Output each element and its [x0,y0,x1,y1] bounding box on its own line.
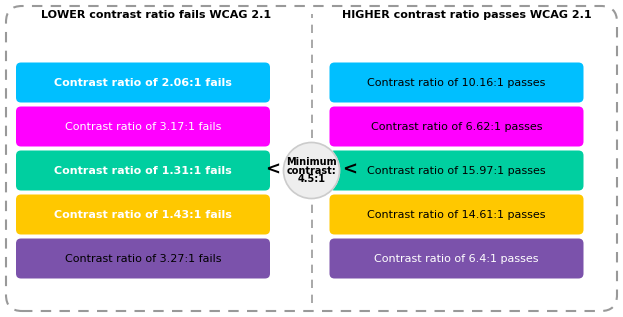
Text: Contrast ratio of 15.97:1 passes: Contrast ratio of 15.97:1 passes [367,165,546,176]
Text: contrast:: contrast: [287,165,336,176]
FancyBboxPatch shape [16,195,270,235]
Text: Contrast ratio of 6.62:1 passes: Contrast ratio of 6.62:1 passes [371,121,542,132]
FancyBboxPatch shape [16,238,270,279]
Circle shape [283,143,340,198]
FancyBboxPatch shape [16,62,270,102]
Text: Contrast ratio of 2.06:1 fails: Contrast ratio of 2.06:1 fails [54,77,232,87]
FancyBboxPatch shape [16,107,270,146]
Text: Contrast ratio of 14.61:1 passes: Contrast ratio of 14.61:1 passes [367,210,546,219]
FancyBboxPatch shape [330,238,584,279]
Text: Minimum: Minimum [286,157,337,167]
Text: Contrast ratio of 1.43:1 fails: Contrast ratio of 1.43:1 fails [54,210,232,219]
Text: Contrast ratio of 6.4:1 passes: Contrast ratio of 6.4:1 passes [374,254,539,263]
FancyBboxPatch shape [330,195,584,235]
Text: 4.5:1: 4.5:1 [298,174,325,184]
Text: <: < [265,160,280,178]
FancyBboxPatch shape [330,62,584,102]
FancyBboxPatch shape [16,151,270,191]
Text: LOWER contrast ratio fails WCAG 2.1: LOWER contrast ratio fails WCAG 2.1 [40,10,271,20]
Text: Contrast ratio of 3.17:1 fails: Contrast ratio of 3.17:1 fails [65,121,221,132]
Text: HIGHER contrast ratio passes WCAG 2.1: HIGHER contrast ratio passes WCAG 2.1 [343,10,592,20]
Text: Contrast ratio of 3.27:1 fails: Contrast ratio of 3.27:1 fails [65,254,221,263]
Text: <: < [343,160,358,178]
FancyBboxPatch shape [330,107,584,146]
FancyBboxPatch shape [330,151,584,191]
Text: Contrast ratio of 1.31:1 fails: Contrast ratio of 1.31:1 fails [54,165,232,176]
Text: Contrast ratio of 10.16:1 passes: Contrast ratio of 10.16:1 passes [368,77,546,87]
